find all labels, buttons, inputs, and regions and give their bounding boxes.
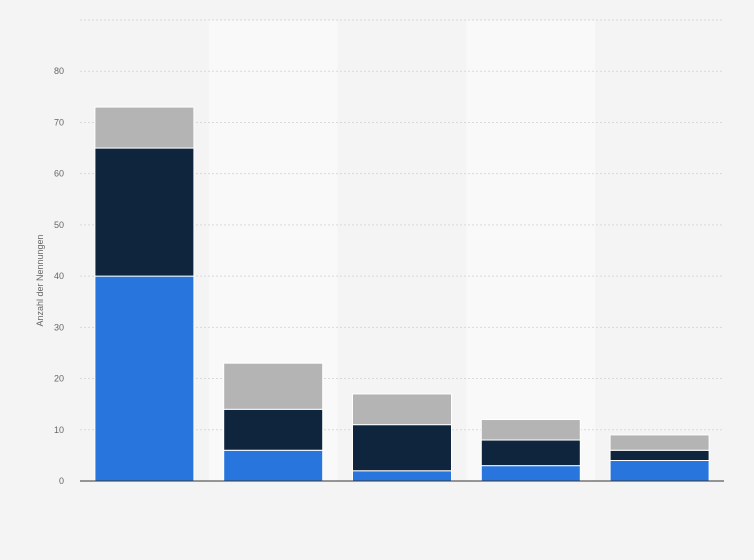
y-axis-title: Anzahl der Nennungen: [35, 234, 45, 326]
bar-segment-series-1[interactable]: [223, 449, 324, 482]
y-tick-label: 0: [59, 476, 64, 486]
y-tick-label: 40: [54, 271, 64, 281]
bar-segment-series-1[interactable]: [94, 275, 195, 482]
bar-segment-series-2[interactable]: [609, 449, 710, 462]
y-tick-label: 20: [54, 374, 64, 384]
bar-segment-series-2[interactable]: [94, 147, 195, 277]
bar-segment-series-2[interactable]: [352, 424, 452, 472]
y-tick-label: 70: [54, 117, 64, 127]
bar-segment-series-1[interactable]: [352, 470, 452, 482]
bar-segment-series-3[interactable]: [223, 362, 324, 410]
bar-segment-series-2[interactable]: [480, 439, 581, 467]
bar-segment-series-1[interactable]: [480, 465, 581, 482]
category-band: [466, 20, 596, 481]
bar-segment-series-3[interactable]: [94, 106, 195, 149]
y-tick-label: 80: [54, 66, 64, 76]
y-axis-ticks: 0 10 20 30 40 50 60 70 80: [54, 66, 64, 486]
bars: [94, 106, 710, 482]
bar-segment-series-3[interactable]: [352, 393, 452, 426]
bar-segment-series-2[interactable]: [223, 408, 324, 451]
y-tick-label: 30: [54, 322, 64, 332]
bar-segment-series-3[interactable]: [480, 419, 581, 441]
y-tick-label: 60: [54, 169, 64, 179]
y-tick-label: 50: [54, 220, 64, 230]
y-tick-label: 10: [54, 425, 64, 435]
bar-segment-series-1[interactable]: [609, 460, 710, 482]
bar-segment-series-3[interactable]: [609, 434, 710, 451]
